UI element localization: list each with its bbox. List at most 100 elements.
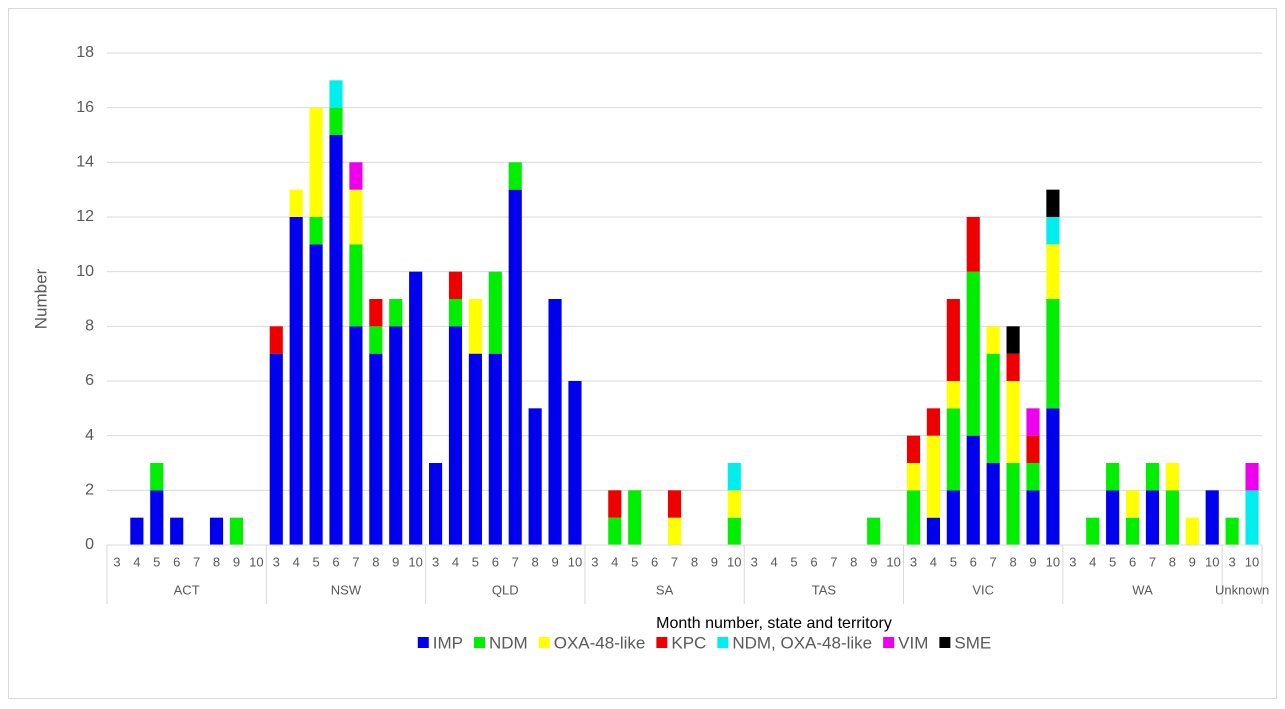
bar-segment [1046,299,1060,409]
x-tick-label: 9 [870,554,877,569]
x-tick-label: 6 [332,554,339,569]
x-tick-label: 5 [631,554,638,569]
bar-segment [1026,490,1040,545]
y-tick-label: 0 [85,536,94,553]
bar-segment [1046,189,1060,217]
x-tick-label: 5 [1109,554,1116,569]
bar-segment [329,135,343,545]
y-tick-label: 10 [76,263,94,280]
bar-segment [727,490,741,518]
bar-segment [986,463,1000,545]
x-tick-label: 9 [551,554,558,569]
bar-segment [1106,490,1120,545]
bar-segment [1145,490,1160,545]
x-tick-label: 5 [153,554,160,569]
bar-segment [369,353,383,545]
bar-segment [209,517,224,545]
x-tick-label: 7 [512,554,519,569]
bar-segment [667,517,682,545]
bar-segment [349,189,363,245]
x-tick-label: 8 [372,554,379,569]
x-tick-label: 7 [352,554,359,569]
bar-segment [488,353,502,545]
x-tick-label: 3 [1069,554,1076,569]
x-tick-label: 9 [392,554,399,569]
x-tick-label: 8 [850,554,857,569]
bar-segment [289,217,303,545]
x-tick-label: 7 [671,554,678,569]
bar-segment [468,353,482,545]
x-tick-label: 5 [950,554,957,569]
bar-segment [1006,353,1020,381]
legend-label: NDM [489,633,528,652]
y-tick-label: 8 [85,318,94,335]
group-label: SA [656,582,674,597]
x-tick-label: 4 [930,554,937,569]
bar-segment [349,244,363,327]
bar-segment [369,326,383,354]
bar-segment [568,381,582,545]
x-tick-label: 7 [193,554,200,569]
x-tick-label: 3 [591,554,598,569]
bar-segment [448,271,463,299]
y-tick-label: 2 [85,482,94,499]
bar-segment [1225,517,1239,545]
x-tick-label: 10 [886,554,900,569]
bar-segment [269,326,283,354]
group-label: VIC [972,582,994,597]
bar-segment [1185,517,1199,545]
x-tick-label: 3 [432,554,439,569]
x-tick-label: 4 [133,554,140,569]
bar-segment [966,271,980,436]
bar-segment [1046,244,1060,299]
legend-label: OXA-48-like [554,633,646,652]
x-tick-label: 3 [910,554,917,569]
y-tick-label: 16 [76,99,94,116]
group-label: NSW [331,582,362,597]
legend-label: KPC [671,633,706,652]
bar-segment [1245,463,1259,491]
bar-segment [150,490,164,545]
x-tick-label: 8 [1009,554,1016,569]
x-tick-label: 7 [830,554,837,569]
x-tick-label: 4 [293,554,300,569]
bar-segment [309,244,323,546]
bar-segment [727,517,741,545]
bar-segment [1026,463,1040,491]
x-tick-label: 10 [727,554,741,569]
x-tick-label: 4 [770,554,777,569]
bar-segment [906,463,921,491]
bar-segment [289,189,303,217]
x-tick-label: 6 [492,554,499,569]
bar-segment [1106,463,1120,491]
group-label: ACT [174,582,200,597]
bar-segment [150,463,164,491]
y-tick-label: 4 [85,427,94,444]
legend-swatch [656,637,668,648]
x-tick-label: 7 [1149,554,1156,569]
group-label: WA [1132,582,1153,597]
legend-swatch [939,637,951,648]
bar-segment [508,189,522,545]
bar-segment [1006,326,1020,354]
bar-segment [1046,408,1060,545]
bar-segment [1046,217,1060,245]
bar-segment [608,517,622,545]
bar-segment [1026,408,1040,436]
x-tick-label: 10 [1205,554,1219,569]
bar-segment [528,408,542,545]
legend-swatch [717,637,729,648]
bar-segment [448,326,463,545]
bar-segment [409,271,423,545]
bar-segment [349,326,363,545]
x-tick-label: 10 [1245,554,1259,569]
x-tick-label: 5 [790,554,797,569]
y-axis-title: Number [31,268,50,329]
bar-segment [389,299,403,327]
bar-segment [608,490,622,518]
x-tick-label: 7 [990,554,997,569]
bar-segment [269,353,283,545]
bar-segment [508,162,522,190]
bar-segment [628,490,642,545]
x-tick-label: 6 [1129,554,1136,569]
